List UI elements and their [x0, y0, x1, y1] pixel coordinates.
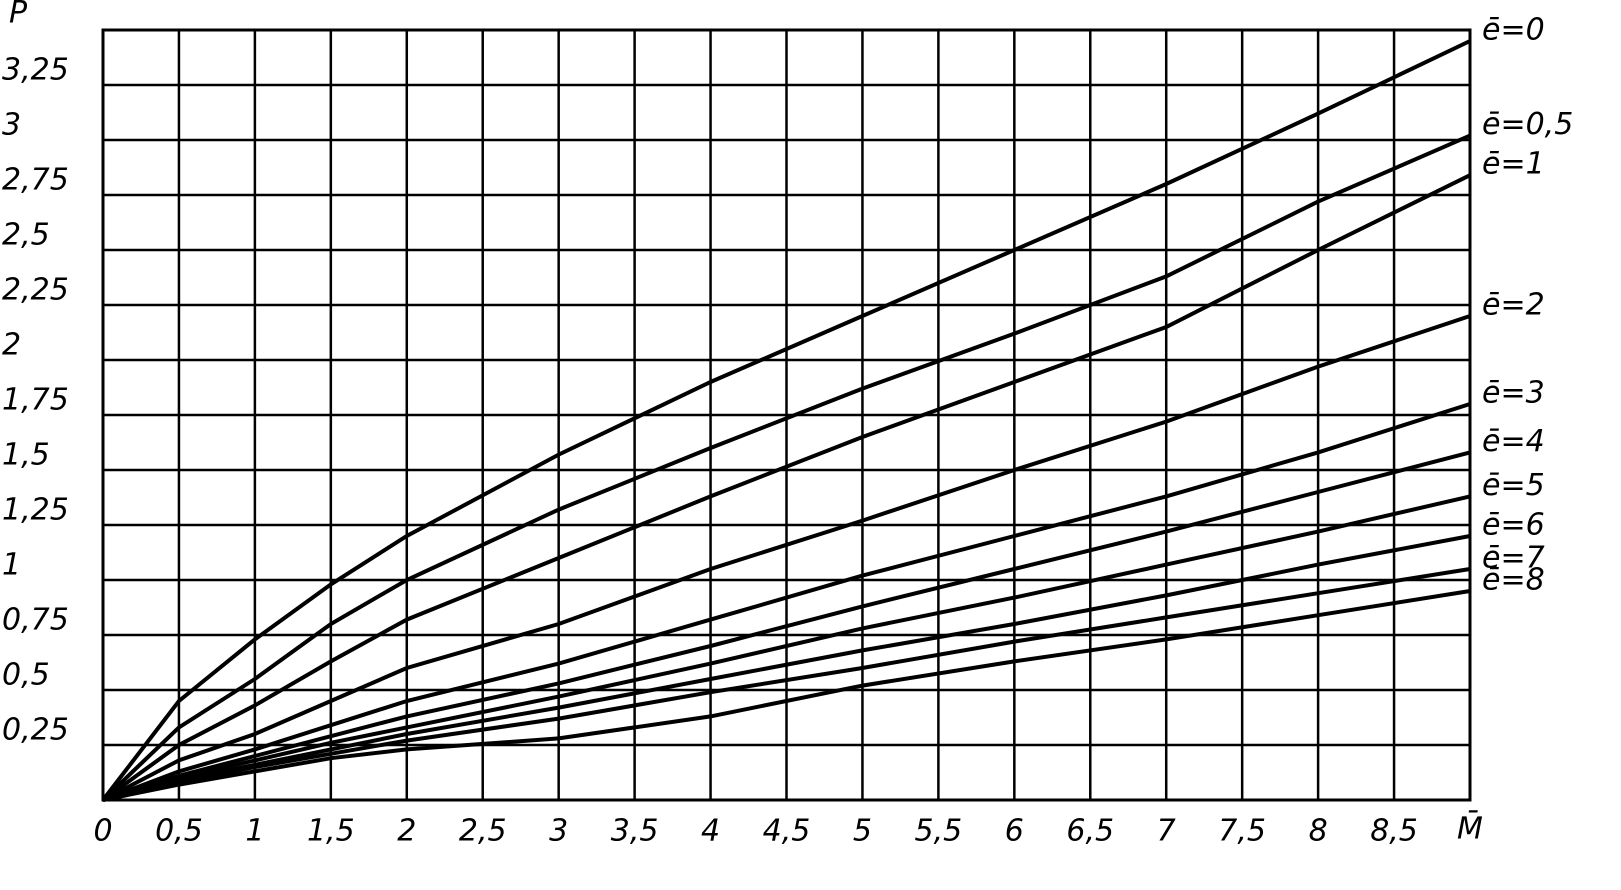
- legend-label: ē=5: [1482, 468, 1545, 503]
- legend-label: ē=3: [1482, 376, 1545, 411]
- y-tick-label: 2,25: [2, 273, 69, 308]
- y-tick-label: 1,75: [2, 383, 69, 418]
- y-axis-label: P̄: [9, 0, 28, 31]
- legend-label: ē=0,5: [1482, 107, 1573, 142]
- y-tick-label: 1,5: [2, 438, 50, 473]
- x-tick-label: 1: [245, 814, 264, 849]
- x-tick-label: 3,5: [611, 814, 659, 849]
- x-tick-label: 7: [1157, 814, 1176, 849]
- series-line: [102, 567, 1471, 802]
- x-tick-label: 0: [93, 814, 112, 849]
- legend-label: ē=6: [1482, 508, 1545, 543]
- legend-label: ē=1: [1482, 147, 1545, 182]
- y-tick-label: 2,5: [2, 218, 50, 253]
- series-line: [101, 39, 1471, 802]
- series-line: [101, 173, 1471, 802]
- x-tick-label: 6,5: [1066, 814, 1114, 849]
- series-line: [102, 534, 1471, 802]
- y-tick-label: 3: [2, 108, 21, 143]
- legend-label: ē=7: [1482, 541, 1545, 576]
- series-line: [102, 494, 1471, 802]
- series-line: [102, 314, 1471, 802]
- x-tick-label: 7,5: [1218, 814, 1266, 849]
- y-tick-label: 1,25: [2, 493, 69, 528]
- series-line: [101, 133, 1471, 802]
- y-tick-label: 1: [2, 548, 21, 583]
- legend-label: ē=2: [1482, 288, 1545, 323]
- x-axis-label: M̄: [1457, 810, 1483, 846]
- series-line: [102, 589, 1471, 802]
- x-tick-label: 1,5: [307, 814, 355, 849]
- series-line: [102, 450, 1471, 802]
- x-tick-label: 8: [1309, 814, 1328, 849]
- y-tick-label: 0,25: [2, 713, 69, 748]
- y-tick-label: 3,25: [2, 53, 69, 88]
- legend-label: ē=4: [1482, 424, 1545, 459]
- x-tick-label: 2,5: [459, 814, 507, 849]
- x-tick-label: 0,5: [155, 814, 203, 849]
- x-tick-label: 5: [853, 814, 872, 849]
- x-tick-label: 2: [397, 814, 416, 849]
- legend-label: ē=0: [1482, 13, 1545, 48]
- x-tick-label: 4: [701, 814, 720, 849]
- y-tick-label: 0,75: [2, 603, 69, 638]
- x-tick-label: 6: [1005, 814, 1024, 849]
- series-line: [102, 402, 1471, 802]
- x-tick-label: 8,5: [1370, 814, 1418, 849]
- x-tick-label: 5,5: [915, 814, 963, 849]
- y-tick-label: 2,75: [2, 163, 69, 198]
- x-tick-label: 3: [549, 814, 568, 849]
- y-tick-label: 2: [2, 328, 21, 363]
- y-tick-label: 0,5: [2, 658, 50, 693]
- legend-label: ē=8: [1482, 563, 1545, 598]
- x-tick-label: 4,5: [763, 814, 811, 849]
